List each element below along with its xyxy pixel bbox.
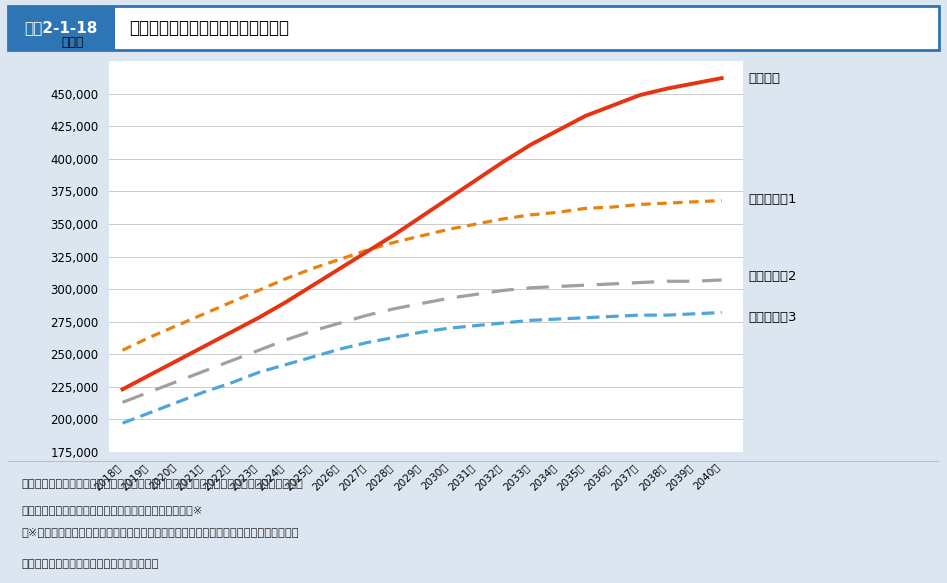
Text: 需要推計　ケース１、ケース２、ケース３について推計※: 需要推計 ケース１、ケース２、ケース３について推計※	[22, 505, 203, 515]
Text: 需要ケース1: 需要ケース1	[749, 193, 797, 206]
Text: 需要ケース3: 需要ケース3	[749, 311, 797, 324]
Text: 需要ケース2: 需要ケース2	[749, 269, 797, 283]
Text: 供給推計　全体の平均勤務時間と性年齢階級別の勤務時間の比（仕事率）を考慮して推計。: 供給推計 全体の平均勤務時間と性年齢階級別の勤務時間の比（仕事率）を考慮して推計…	[22, 479, 303, 489]
Text: 図表2-1-18: 図表2-1-18	[24, 20, 98, 35]
Text: 供給推計: 供給推計	[749, 72, 781, 85]
Bar	[8, 6, 115, 50]
Text: （人）: （人）	[62, 37, 84, 50]
Text: ※　精神科入院受療率、外来リハビリ実施率、時間外労働時間について幅を持って推計: ※ 精神科入院受療率、外来リハビリ実施率、時間外労働時間について幅を持って推計	[22, 527, 299, 537]
Text: 理学療法士・作業療法士の需給推計: 理学療法士・作業療法士の需給推計	[129, 19, 289, 37]
Text: 資料：厚生労働省医政局医事課において作成: 資料：厚生労働省医政局医事課において作成	[22, 559, 159, 569]
